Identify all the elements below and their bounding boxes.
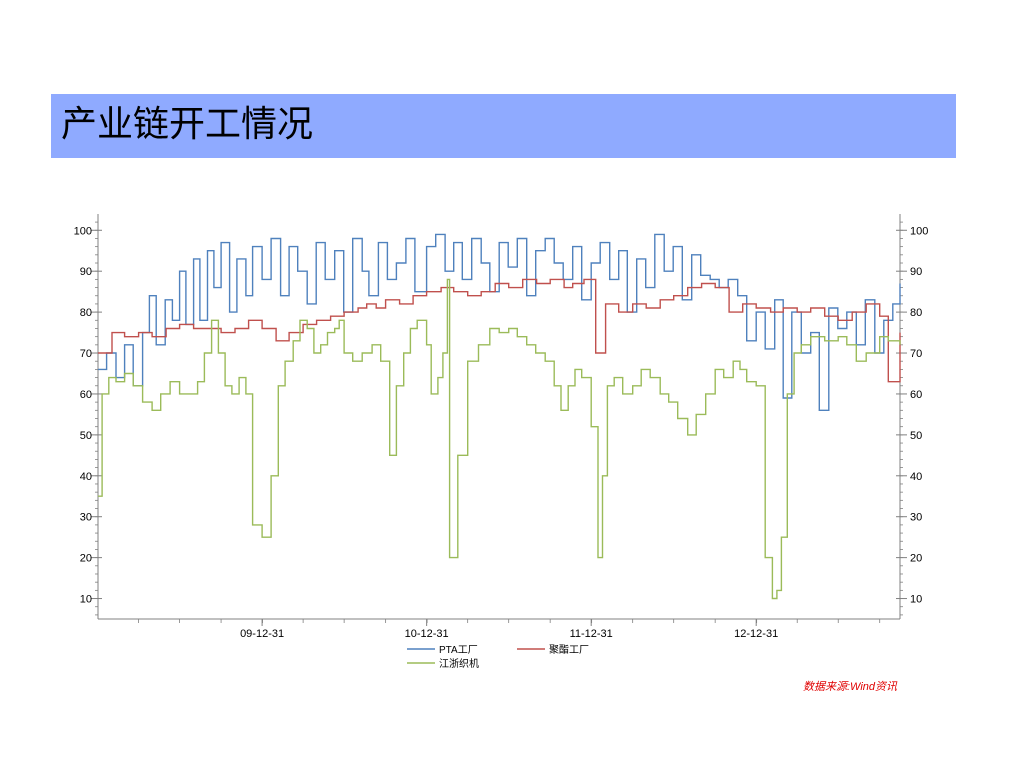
y-tick-label-right: 50 — [910, 430, 922, 442]
page-title: 产业链开工情况 — [61, 104, 314, 145]
y-tick-label-left: 90 — [80, 266, 92, 278]
x-tick-label: 10-12-31 — [405, 628, 449, 640]
y-tick-label-right: 20 — [910, 553, 922, 565]
y-tick-label-right: 90 — [910, 266, 922, 278]
y-tick-label-left: 60 — [80, 389, 92, 401]
title-bar: 产业链开工情况 — [51, 94, 956, 158]
legend-label: 聚酯工厂 — [549, 644, 589, 656]
source-note: 数据来源:Wind资讯 — [803, 681, 898, 693]
y-tick-label-left: 40 — [80, 471, 92, 483]
chart-container: 10 10 20 20 30 30 40 40 50 50 60 60 70 70 80 80 90 90 100 1… — [60, 205, 940, 700]
y-tick-label-left: 10 — [80, 594, 92, 606]
y-tick-label-right: 80 — [910, 307, 922, 319]
line-chart: 10 10 20 20 30 30 40 40 50 50 60 60 70 70 80 80 90 90 100 1… — [74, 214, 928, 670]
y-tick-label-right: 60 — [910, 389, 922, 401]
y-tick-label-right: 10 — [910, 594, 922, 606]
y-tick-label-left: 20 — [80, 553, 92, 565]
y-tick-label-left: 70 — [80, 348, 92, 360]
y-tick-label-right: 100 — [910, 225, 928, 237]
series-line-1 — [98, 233, 901, 411]
y-tick-label-left: 100 — [74, 225, 92, 237]
y-tick-label-right: 30 — [910, 512, 922, 524]
y-tick-label-left: 50 — [80, 430, 92, 442]
legend-label: 江浙织机 — [439, 657, 479, 670]
y-tick-label-right: 70 — [910, 348, 922, 360]
x-tick-label: 09-12-31 — [240, 628, 284, 640]
x-tick-label: 11-12-31 — [570, 628, 613, 640]
series-line-2 — [98, 278, 901, 383]
y-tick-label-left: 30 — [80, 512, 92, 524]
x-tick-label: 12-12-31 — [734, 628, 778, 640]
legend-label: PTA工厂 — [439, 645, 478, 656]
y-tick-label-right: 40 — [910, 471, 922, 483]
y-tick-label-left: 80 — [80, 307, 92, 319]
series-line-3 — [98, 278, 901, 600]
